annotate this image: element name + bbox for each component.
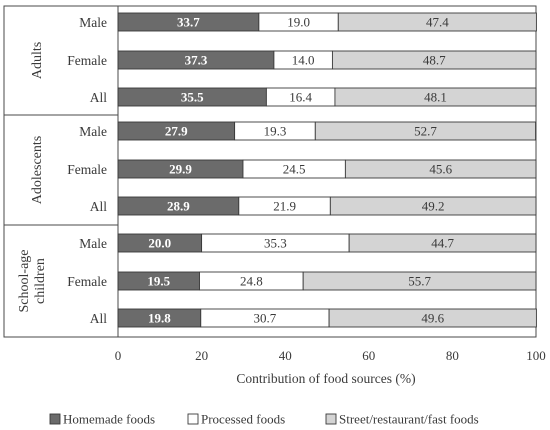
- data-label: 27.9: [165, 124, 188, 139]
- group-label-line: children: [33, 258, 48, 304]
- data-label: 35.5: [181, 90, 204, 105]
- data-label: 19.5: [147, 274, 170, 289]
- category-label: Male: [79, 236, 107, 251]
- data-label: 44.7: [431, 236, 454, 251]
- legend-label: Homemade foods: [63, 412, 155, 427]
- x-tick-label: 40: [279, 348, 292, 363]
- bar-segment: [302, 271, 537, 291]
- bar-segment: [348, 233, 537, 253]
- data-label: 47.4: [426, 15, 449, 30]
- group-label-line: Adolescents: [30, 136, 45, 204]
- data-label: 48.7: [423, 53, 446, 68]
- data-label: 29.9: [169, 162, 192, 177]
- legend-swatch: [49, 413, 61, 425]
- category-label: Female: [67, 53, 107, 68]
- bar-segment: [331, 50, 537, 70]
- category-label: All: [90, 199, 108, 214]
- data-label: 30.7: [254, 311, 277, 326]
- category-label: All: [90, 90, 108, 105]
- data-label: 19.0: [287, 15, 310, 30]
- category-label: Male: [79, 124, 107, 139]
- bar-segment: [337, 12, 537, 32]
- data-label: 24.5: [283, 162, 306, 177]
- x-tick-label: 20: [195, 348, 208, 363]
- bar-segment: [329, 196, 537, 216]
- data-label: 45.6: [429, 162, 452, 177]
- data-label: 19.8: [148, 311, 171, 326]
- x-tick-label: 100: [526, 348, 546, 363]
- bar-segment: [328, 308, 537, 328]
- data-label: 55.7: [408, 274, 431, 289]
- data-label: 28.9: [167, 199, 190, 214]
- bar-segment: [344, 159, 537, 179]
- category-label: Male: [79, 15, 107, 30]
- legend: Homemade foods Processed foods Street/rest…: [49, 412, 479, 427]
- group-label-line: School-age: [17, 250, 32, 313]
- x-tick-label: 60: [362, 348, 375, 363]
- data-label: 14.0: [292, 53, 315, 68]
- x-tick-label: 0: [115, 348, 122, 363]
- data-label: 49.6: [421, 311, 444, 326]
- legend-label: Street/restaurant/fast foods: [339, 412, 479, 427]
- group-label: Adults: [30, 42, 45, 79]
- data-label: 19.3: [264, 124, 287, 139]
- category-label: Female: [67, 162, 107, 177]
- data-label: 24.8: [240, 274, 263, 289]
- data-label: 16.4: [289, 90, 312, 105]
- data-label: 37.3: [185, 53, 208, 68]
- legend-swatch: [325, 413, 337, 425]
- x-axis-label: Contribution of food sources (%): [236, 371, 415, 386]
- group-label: Adolescents: [30, 136, 45, 204]
- data-label: 33.7: [177, 15, 200, 30]
- x-axis: 0 20 40 60 80 100: [115, 348, 546, 363]
- group-labels: Adults Adolescents School-agechildren: [17, 42, 48, 313]
- data-label: 48.1: [424, 90, 447, 105]
- bars: 33.7 19.0 47.4 37.3 14.0 48.7 35.5 16.4 48.1 27.9…: [117, 12, 537, 328]
- category-labels: Male Female All Male Female All Male Female All: [67, 15, 107, 326]
- legend-swatch: [187, 413, 199, 425]
- bar-segment: [334, 87, 537, 107]
- bar-segment: [314, 121, 537, 141]
- group-label: School-agechildren: [17, 250, 48, 313]
- data-label: 21.9: [273, 199, 296, 214]
- group-label-line: Adults: [30, 42, 45, 79]
- data-label: 49.2: [422, 199, 445, 214]
- data-label: 35.3: [264, 236, 287, 251]
- legend-label: Processed foods: [201, 412, 285, 427]
- x-tick-label: 80: [446, 348, 459, 363]
- data-label: 52.7: [414, 124, 437, 139]
- category-label: All: [90, 311, 108, 326]
- category-label: Female: [67, 274, 107, 289]
- data-label: 20.0: [148, 236, 171, 251]
